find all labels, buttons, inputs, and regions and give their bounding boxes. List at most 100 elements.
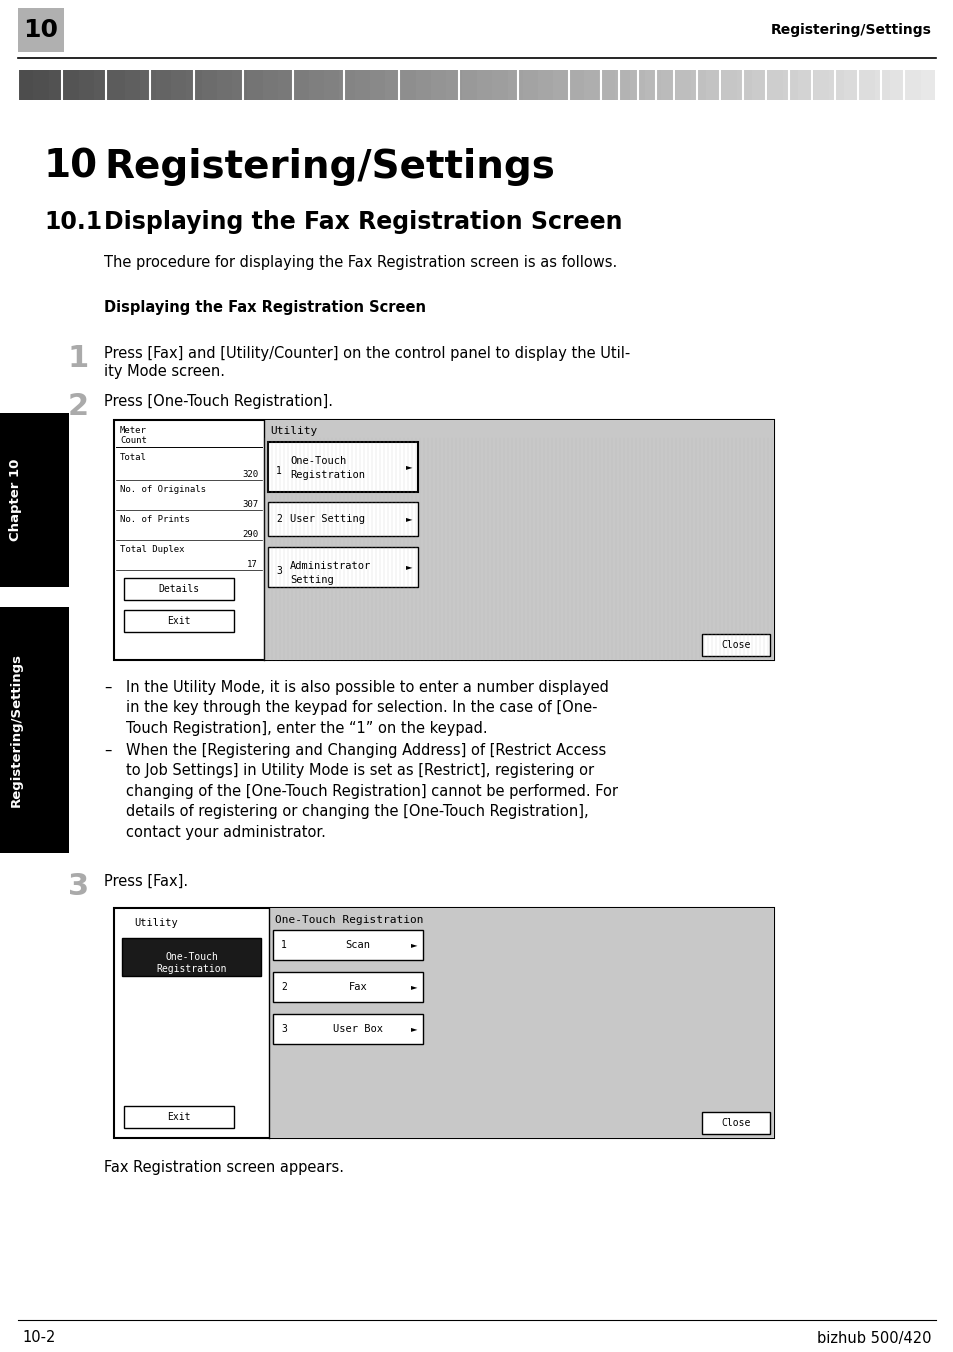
Bar (268, 548, 417, 587)
Bar (268, 502, 417, 535)
Bar (278, 70, 294, 100)
Text: Close: Close (720, 1118, 750, 1128)
Text: 2: 2 (275, 514, 281, 525)
Text: ity Mode screen.: ity Mode screen. (104, 364, 225, 379)
Bar (859, 70, 875, 100)
Bar (339, 70, 355, 100)
Text: Chapter 10: Chapter 10 (10, 458, 23, 541)
Bar (904, 70, 921, 100)
Bar (629, 70, 645, 100)
Text: 3: 3 (281, 1023, 287, 1034)
Text: No. of Originals: No. of Originals (120, 485, 206, 493)
Bar (889, 70, 905, 100)
Bar (752, 70, 767, 100)
Bar (614, 70, 630, 100)
Text: Utility: Utility (133, 918, 177, 927)
Bar (659, 70, 676, 100)
Bar (813, 70, 828, 100)
Bar (247, 70, 263, 100)
Bar (216, 70, 233, 100)
Bar (49, 70, 65, 100)
Text: –: – (104, 744, 112, 758)
Bar (201, 70, 217, 100)
Bar (706, 70, 721, 100)
Text: Registering/Settings: Registering/Settings (770, 23, 931, 37)
Bar (273, 1014, 422, 1044)
Bar (537, 70, 554, 100)
Bar (782, 70, 798, 100)
Text: 17: 17 (247, 560, 257, 569)
Text: ►: ► (405, 515, 412, 523)
Text: Displaying the Fax Registration Screen: Displaying the Fax Registration Screen (104, 300, 426, 315)
Bar (553, 70, 569, 100)
Text: User Setting: User Setting (290, 514, 365, 525)
Bar (125, 70, 141, 100)
Bar (124, 610, 233, 631)
Text: 320: 320 (242, 470, 257, 479)
Bar (691, 70, 706, 100)
Text: Total Duplex: Total Duplex (120, 545, 184, 554)
Bar (522, 70, 538, 100)
Bar (461, 70, 477, 100)
Bar (828, 70, 843, 100)
Text: One-Touch Registration: One-Touch Registration (274, 915, 423, 925)
Bar (94, 70, 111, 100)
Text: –: – (104, 680, 112, 695)
Bar (232, 70, 248, 100)
Text: 3: 3 (275, 566, 281, 576)
Bar (598, 70, 615, 100)
Text: The procedure for displaying the Fax Registration screen is as follows.: The procedure for displaying the Fax Reg… (104, 256, 617, 270)
Bar (309, 70, 324, 100)
Bar (431, 70, 446, 100)
Text: 1: 1 (275, 466, 281, 476)
Bar (294, 70, 309, 100)
Text: 10-2: 10-2 (22, 1330, 55, 1345)
Bar (113, 909, 773, 1138)
Text: One-Touch: One-Touch (290, 456, 346, 466)
Text: No. of Prints: No. of Prints (120, 515, 190, 525)
Text: 10: 10 (44, 147, 98, 187)
Text: Meter: Meter (120, 426, 147, 435)
Text: ►: ► (410, 1025, 416, 1033)
Text: Count: Count (120, 435, 147, 445)
Bar (269, 909, 773, 1138)
Text: Registering/Settings: Registering/Settings (10, 653, 23, 807)
Bar (675, 70, 691, 100)
Bar (492, 70, 508, 100)
Bar (155, 70, 172, 100)
Bar (798, 70, 813, 100)
Bar (701, 1111, 769, 1134)
Text: Close: Close (720, 639, 750, 650)
Text: User Box: User Box (333, 1023, 382, 1034)
Bar (400, 70, 416, 100)
Text: Administrator: Administrator (290, 561, 371, 571)
Text: Fax Registration screen appears.: Fax Registration screen appears. (104, 1160, 344, 1175)
Bar (701, 634, 769, 656)
Bar (268, 442, 417, 492)
Bar (385, 70, 400, 100)
Text: ►: ► (410, 983, 416, 991)
Text: In the Utility Mode, it is also possible to enter a number displayed
in the key : In the Utility Mode, it is also possible… (126, 680, 608, 735)
Bar (64, 70, 80, 100)
Bar (140, 70, 156, 100)
Bar (737, 70, 752, 100)
Text: 1: 1 (281, 940, 287, 950)
Bar (79, 70, 95, 100)
Text: Press [Fax] and [Utility/Counter] on the control panel to display the Util-: Press [Fax] and [Utility/Counter] on the… (104, 346, 630, 361)
Bar (920, 70, 936, 100)
Text: Utility: Utility (270, 426, 317, 435)
Text: 10.1: 10.1 (44, 210, 102, 234)
Text: Total: Total (120, 453, 147, 462)
Text: 2: 2 (281, 982, 287, 992)
Bar (446, 70, 461, 100)
Bar (273, 930, 422, 960)
Bar (721, 70, 737, 100)
Bar (124, 579, 233, 600)
Text: Displaying the Fax Registration Screen: Displaying the Fax Registration Screen (104, 210, 622, 234)
Bar (262, 70, 278, 100)
Bar (124, 1106, 233, 1128)
Text: When the [Registering and Changing Address] of [Restrict Access
to Job Settings]: When the [Registering and Changing Addre… (126, 744, 618, 840)
Text: 10: 10 (24, 18, 58, 42)
Text: ►: ► (405, 462, 412, 472)
Bar (843, 70, 859, 100)
